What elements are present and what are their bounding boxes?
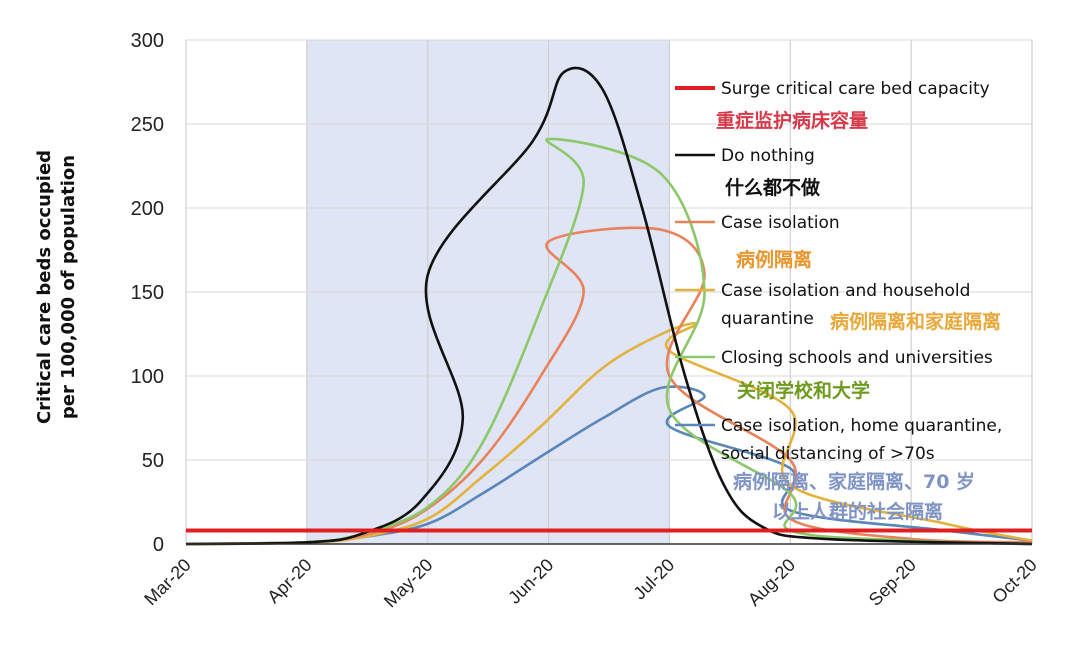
y-tick-label: 0 — [153, 534, 164, 556]
y-axis-label-line-2: per 100,000 of population — [58, 155, 79, 419]
legend-label-over-70-line-2: social distancing of >70s — [721, 444, 935, 464]
y-tick-label: 50 — [142, 450, 164, 472]
y-axis-ticks: 0 50 100 150 200 250 300 — [131, 30, 164, 556]
x-tick-label: May-20 — [380, 555, 437, 612]
x-tick-label: Jul-20 — [629, 555, 678, 604]
series-lines — [185, 66, 1033, 546]
x-tick-label: Oct-20 — [988, 555, 1040, 607]
y-tick-label: 300 — [131, 30, 164, 52]
legend-label-do-nothing: Do nothing — [721, 146, 815, 166]
series-line-closing-schools — [185, 137, 1033, 546]
y-tick-label: 250 — [131, 114, 164, 136]
y-tick-label: 100 — [131, 366, 164, 388]
x-tick-label: Jun-20 — [504, 555, 557, 608]
legend-label-case-isolation: Case isolation — [721, 213, 840, 233]
x-tick-label: Mar-20 — [140, 555, 194, 609]
legend-label-cn-over-70-line-2: 以上人群的社会隔离 — [772, 500, 943, 523]
legend-label-household-line-2: quarantine — [721, 309, 814, 329]
legend-label-cn-do-nothing: 什么都不做 — [725, 176, 820, 199]
legend-label-cn-surge: 重症监护病床容量 — [716, 109, 868, 132]
series-line-do-nothing — [185, 66, 1033, 546]
legend-label-cn-household: 病例隔离和家庭隔离 — [830, 310, 1001, 333]
legend-label-cn-schools: 关闭学校和大学 — [737, 379, 870, 402]
y-tick-label: 150 — [131, 282, 164, 304]
x-tick-label: Apr-20 — [263, 555, 315, 607]
legend-label-cn-over-70-line-1: 病例隔离、家庭隔离、70 岁 — [733, 470, 975, 493]
legend-label-surge: Surge critical care bed capacity — [721, 79, 990, 99]
legend-label-schools: Closing schools and universities — [721, 348, 993, 368]
y-tick-label: 200 — [131, 198, 164, 220]
x-tick-label: Aug-20 — [744, 555, 799, 610]
y-axis-label-line-1: Critical care beds occupied — [34, 150, 55, 424]
legend: Surge critical care bed capacity 重症监护病床容… — [675, 79, 1002, 523]
legend-label-cn-case-isolation: 病例隔离 — [736, 248, 812, 271]
legend-label-over-70-line-1: Case isolation, home quarantine, — [721, 416, 1002, 436]
x-tick-label: Sep-20 — [865, 555, 920, 610]
legend-label-household-line-1: Case isolation and household — [721, 281, 970, 301]
x-axis-ticks: Mar-20 Apr-20 May-20 Jun-20 Jul-20 Aug-20 Sep-… — [140, 555, 1040, 612]
